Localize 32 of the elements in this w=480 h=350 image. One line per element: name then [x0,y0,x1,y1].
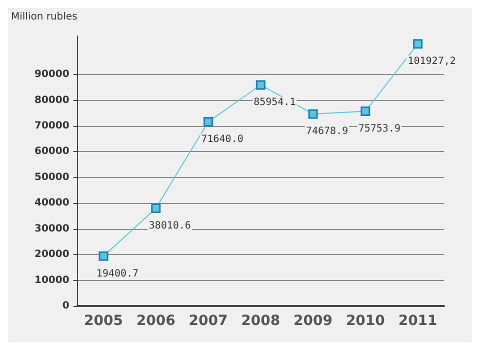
point [413,39,423,49]
y-tick-label: 90000 [34,69,70,80]
x-tick-label: 2011 [398,313,438,329]
y-tick-label: 70000 [34,120,70,132]
data-label: 101927,2 [408,56,456,68]
point [308,109,318,119]
data-label: 38010.6 [148,220,191,232]
y-tick-label: 80000 [34,94,70,106]
data-label: 19400.7 [96,268,139,280]
y-tick-label: 50000 [34,172,70,183]
x-tick-label: 2010 [346,313,386,329]
data-label: 71640.0 [201,134,244,146]
y-tick-label: 10000 [34,274,70,286]
point [360,106,370,116]
point [204,117,214,127]
y-tick-label: 40000 [34,198,70,209]
x-tick-label: 2007 [188,313,228,329]
point [98,251,108,261]
point [151,204,161,214]
x-tick-label: 2005 [84,313,123,329]
y-tick-label: 60000 [34,146,70,158]
data-label: 85954.1 [254,97,296,108]
x-tick-label: 2008 [241,313,280,329]
data-label: 75753.9 [358,123,400,134]
x-tick-label: 2006 [136,313,176,329]
data-label: 74678.9 [306,126,348,138]
x-tick-label: 2009 [294,313,333,329]
point [256,80,266,90]
y-tick-label: 0 [62,300,70,312]
y-axis-title: Million rubles [10,12,78,22]
y-tick-label: 30000 [34,223,70,234]
y-tick-label: 20000 [34,249,70,260]
